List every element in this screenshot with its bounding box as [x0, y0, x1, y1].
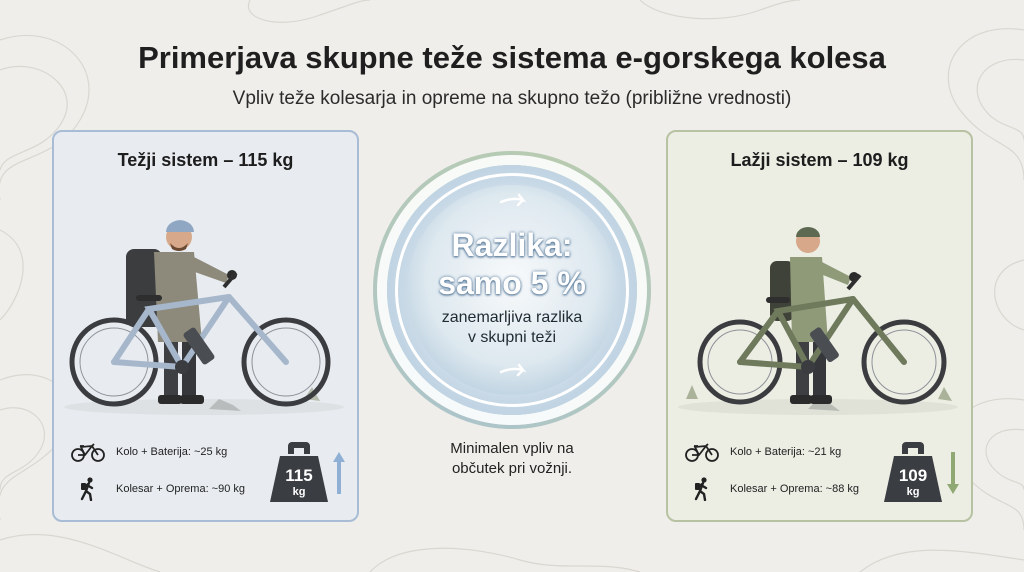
light-weight-value: 109	[898, 466, 928, 485]
hiker-icon	[682, 477, 722, 501]
heavy-rider-stat: Kolesar + Oprema: ~90 kg	[68, 477, 245, 501]
bicycle-icon	[682, 442, 722, 462]
heavy-weight-unit: kg	[292, 486, 306, 498]
page-subtitle: Vpliv teže kolesarja in opreme na skupno…	[232, 88, 792, 109]
weight-icon	[884, 442, 942, 502]
weight-icon	[270, 442, 328, 502]
light-rider-stat-label: Kolesar + Oprema: ~88 kg	[730, 483, 860, 495]
difference-headline: Razlika:	[451, 227, 573, 263]
heavy-weight-value: 115	[285, 466, 313, 485]
arrow-up-icon	[333, 452, 345, 494]
heavy-rider-stat-label: Kolesar + Oprema: ~90 kg	[116, 483, 246, 495]
light-card-title: Lažji sistem – 109 kg	[730, 150, 909, 170]
heavy-bike-stat: Kolo + Baterija: ~25 kg	[68, 442, 227, 462]
impact-caption-line1: Minimalen vpliv na	[450, 440, 574, 457]
difference-circle: Razlika: samo 5 % zanemarljiva razlika v…	[373, 151, 651, 429]
light-rider-bike-illustration	[678, 227, 958, 415]
light-bike-stat-label: Kolo + Baterija: ~21 kg	[730, 446, 842, 458]
impact-caption-line2: občutek pri vožnji.	[451, 460, 573, 477]
arrow-right-icon	[499, 193, 527, 207]
light-weight-badge: 109 kg	[882, 440, 944, 504]
arrow-right-icon	[499, 363, 527, 377]
bicycle-icon	[68, 442, 108, 462]
page-title: Primerjava skupne teže sistema e-gorskeg…	[138, 40, 886, 75]
difference-note-line2: v skupni teži	[467, 329, 557, 346]
difference-percent: samo 5 %	[438, 265, 586, 301]
light-rider-stat: Kolesar + Oprema: ~88 kg	[682, 477, 859, 501]
hiker-icon	[68, 477, 108, 501]
light-weight-unit: kg	[906, 486, 920, 498]
heavy-weight-badge: 115 kg	[268, 440, 330, 504]
heavy-rider-bike-illustration	[64, 220, 344, 415]
heavy-bike-stat-label: Kolo + Baterija: ~25 kg	[116, 446, 228, 458]
light-bike-stat: Kolo + Baterija: ~21 kg	[682, 442, 841, 462]
difference-note-line1: zanemarljiva razlika	[441, 309, 583, 326]
heavy-card-title: Težji sistem – 115 kg	[117, 150, 294, 170]
arrow-down-icon	[947, 452, 959, 494]
heavy-system-card: Težji sistem – 115 kg	[52, 130, 359, 522]
light-system-card: Lažji sistem – 109 kg	[666, 130, 973, 522]
